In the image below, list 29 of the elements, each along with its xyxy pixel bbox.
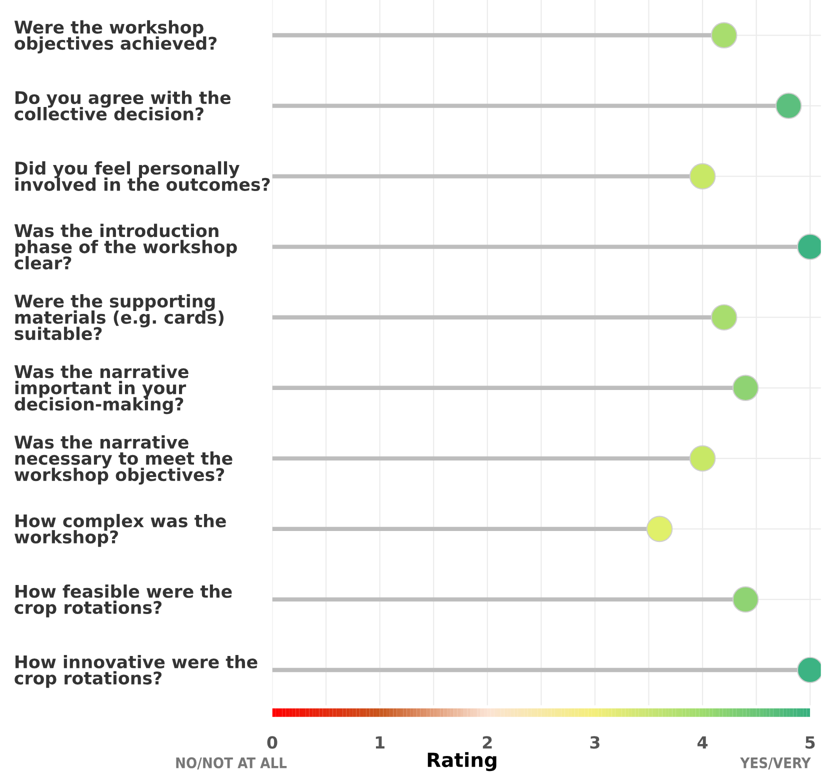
point: [796, 234, 821, 260]
y-tick-label: Were the workshop objectives achieved?: [14, 20, 217, 54]
x-tick-label: 4: [697, 736, 708, 748]
text: YES/VERY: [740, 757, 811, 770]
y-tick-label: How complex was the workshop?: [14, 514, 226, 547]
y-tick-label: Was the narrative necessary to meet the workshop objectives?: [14, 435, 232, 485]
point: [710, 304, 738, 331]
y-tick-label: Did you feel personally involved in the outcomes?: [15, 161, 270, 191]
point: [732, 586, 759, 613]
x-tick-label: 5: [806, 736, 815, 749]
point: [710, 22, 738, 48]
x-tick-label: 2: [482, 736, 492, 748]
point: [775, 92, 802, 119]
y-tick-label: Was the introduction phase of the workshop clear?: [14, 224, 237, 270]
point: [732, 374, 759, 402]
x-tick-label: 0: [267, 736, 278, 749]
y-tick-label: How feasible were the crop rotations?: [14, 584, 232, 618]
point: [646, 516, 673, 542]
y-tick-label: Was the narrative important in your decision-making?: [14, 364, 188, 414]
text: NO/NOT AT ALL: [176, 757, 287, 770]
x-axis-title: Rating: [428, 752, 496, 772]
point: [689, 445, 716, 472]
x-tick-label: 3: [590, 736, 600, 749]
point: [689, 163, 716, 190]
point: [796, 656, 821, 684]
y-tick-label: How innovative were the crop rotations?: [14, 654, 258, 688]
y-tick-label: Were the supporting materials (e.g. cards) suitable?: [14, 294, 224, 340]
x-tick-label: 1: [376, 736, 384, 748]
y-tick-label: Do you agree with the collective decision?: [14, 90, 231, 120]
